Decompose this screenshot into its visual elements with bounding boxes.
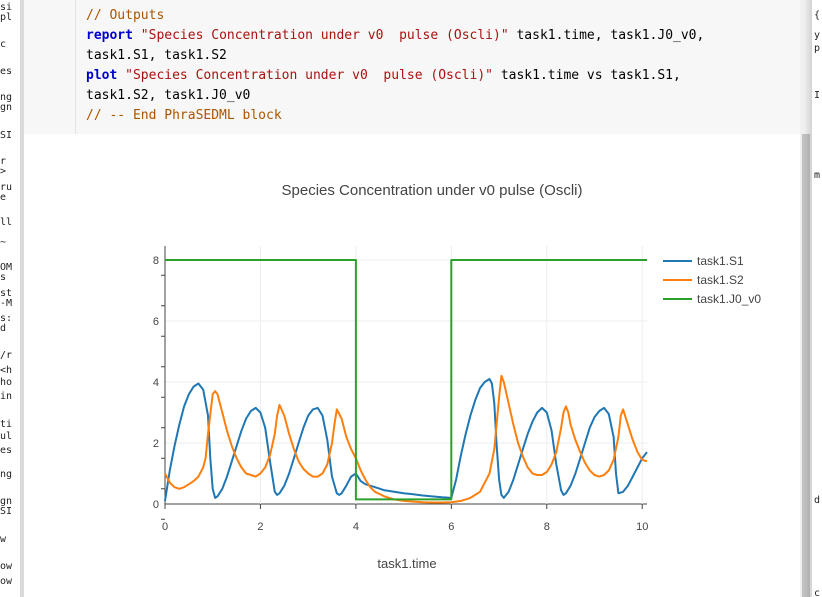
window-shadow-left	[20, 0, 26, 597]
right-window-text-fragment: p	[814, 43, 821, 54]
left-window-text-fragment: es	[0, 445, 13, 456]
chart-legend[interactable]: task1.S1 task1.S2 task1.J0_v0	[663, 254, 761, 306]
legend-label-s2[interactable]: task1.S2	[697, 273, 744, 287]
x-tick-label: 0	[162, 521, 168, 533]
right-window-text-fragment: {	[814, 10, 821, 21]
left-window-text-fragment: ru	[0, 182, 13, 193]
y-tick-label: 6	[153, 316, 159, 328]
left-window-text-fragment: s	[0, 272, 7, 283]
x-tick-label: 2	[257, 521, 263, 533]
left-window-text-fragment: ll	[0, 217, 13, 228]
code-cell[interactable]: // Outputs report "Species Concentration…	[75, 0, 801, 134]
series-line-s2	[164, 374, 648, 504]
right-window-text-fragment: y	[814, 30, 821, 41]
right-window-text-fragment: d	[814, 495, 821, 506]
right-window-text-fragment: I	[814, 90, 821, 101]
left-window-text-fragment: /r	[0, 350, 13, 361]
left-window-text-fragment: gn	[0, 496, 13, 507]
plot-output[interactable]: Species Concentration under v0 pulse (Os…	[24, 0, 800, 597]
x-tick-label: 6	[448, 521, 454, 533]
code-plot-args: task1.time vs task1.S1,	[493, 68, 681, 83]
legend-label-s1[interactable]: task1.S1	[697, 254, 744, 268]
left-window-text-fragment: >	[0, 166, 7, 177]
y-tick-label: 8	[153, 255, 159, 267]
left-window-text-fragment: ho	[0, 377, 13, 388]
chart-grid	[164, 246, 647, 505]
y-tick-label: 0	[153, 499, 159, 511]
y-tick-label: 4	[153, 377, 159, 389]
left-window-text-fragment: es	[0, 66, 13, 77]
x-axis-label: task1.time	[377, 556, 436, 571]
left-window-text-fragment: -M	[0, 298, 13, 309]
left-window-text-fragment: r	[0, 156, 7, 167]
code-keyword-report: report	[86, 28, 133, 43]
chart-series	[164, 259, 648, 504]
left-window-text-fragment: st	[0, 288, 13, 299]
left-window-text-fragment: c	[0, 39, 7, 50]
chart-ticks: 0 2 4 6 8 0 2 4 6 8 10	[153, 255, 648, 533]
left-window-text-fragment: pl	[0, 12, 13, 23]
right-window-text-fragment: c	[814, 588, 821, 597]
left-window-text-fragment: ng	[0, 92, 13, 103]
left-window-text-fragment: s:	[0, 313, 13, 324]
code-comment-outputs: // Outputs	[86, 8, 165, 23]
notebook-scrollbar[interactable]	[800, 0, 812, 597]
code-report-title: "Species Concentration under v0 pulse (O…	[140, 28, 509, 43]
left-background-window: si pl c es ng gn SI r > ru e ll ~ OM s st -M s: d/r <h ho in t…	[0, 0, 22, 597]
left-window-text-fragment: gn	[0, 102, 13, 113]
left-window-text-fragment: SI	[0, 130, 13, 141]
code-plot-title: "Species Concentration under v0 pulse (O…	[125, 68, 493, 83]
left-window-text-fragment: ul	[0, 431, 13, 442]
series-line-j0	[165, 259, 647, 501]
left-window-text-fragment: in	[0, 391, 13, 402]
left-window-text-fragment: si	[0, 2, 13, 13]
chart-title: Species Concentration under v0 pulse (Os…	[282, 182, 583, 199]
x-tick-label: 4	[353, 521, 359, 533]
left-window-text-fragment: e	[0, 192, 7, 203]
left-window-text-fragment: ~	[0, 237, 7, 248]
x-tick-label: 8	[544, 521, 550, 533]
left-window-text-fragment: OM	[0, 262, 13, 273]
left-window-text-fragment: ow	[0, 576, 13, 587]
cell-prompt-gutter	[24, 0, 75, 134]
scrollbar-thumb[interactable]	[802, 134, 810, 597]
left-window-text-fragment: w	[0, 534, 7, 545]
left-window-text-fragment: SI	[0, 506, 13, 517]
series-line-s1	[164, 378, 648, 502]
code-editor[interactable]: // Outputs report "Species Concentration…	[86, 6, 704, 126]
code-plot-args-cont: task1.S2, task1.J0_v0	[86, 88, 251, 103]
window-shadow-right	[804, 0, 812, 597]
x-tick-label: 10	[636, 521, 648, 533]
y-tick-label: 2	[153, 438, 159, 450]
right-window-text-fragment: m	[814, 170, 821, 181]
code-report-args-cont: task1.S1, task1.S2	[86, 48, 227, 63]
notebook-panel: // Outputs report "Species Concentration…	[24, 0, 801, 597]
left-window-text-fragment: <h	[0, 365, 13, 376]
code-report-args: task1.time, task1.J0_v0,	[508, 28, 705, 43]
left-window-text-fragment: d	[0, 323, 7, 334]
left-window-text-fragment: ng	[0, 469, 13, 480]
left-window-text-fragment: ow	[0, 561, 13, 572]
legend-label-j0[interactable]: task1.J0_v0	[697, 292, 761, 306]
code-keyword-plot: plot	[86, 68, 118, 83]
left-window-text-fragment: ti	[0, 419, 13, 430]
code-comment-end: // -- End PhraSEDML block	[86, 108, 282, 123]
